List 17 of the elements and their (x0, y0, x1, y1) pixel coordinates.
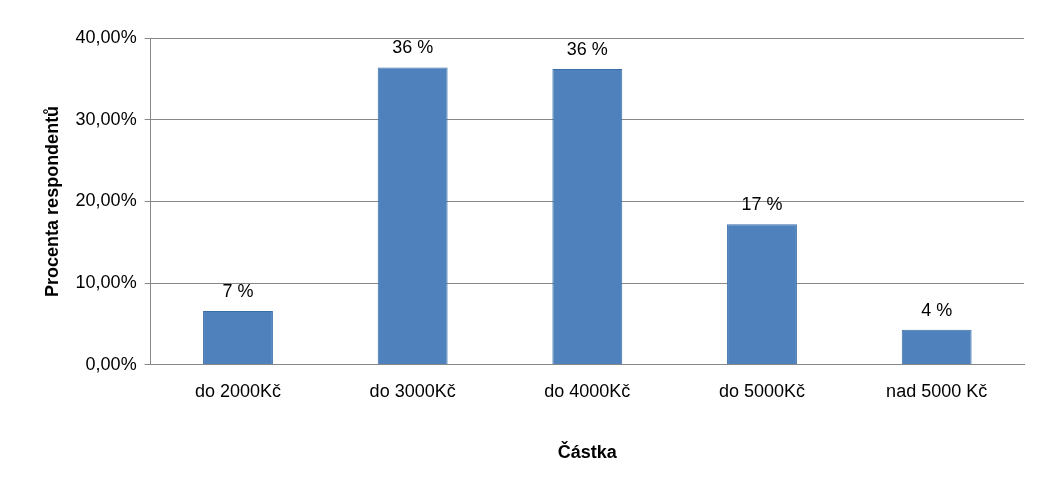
x-tick-label: do 2000Kč (194, 380, 282, 401)
x-tick-label: nad 5000 Kč (886, 380, 988, 401)
data-label: 36 % (566, 39, 608, 60)
data-label: 36 % (392, 37, 434, 58)
x-tick-label: do 3000Kč (369, 380, 456, 401)
y-tick-label: 0,00% (85, 353, 137, 374)
x-tick-label: do 4000Kč (544, 380, 631, 401)
x-tick-label: do 5000Kč (718, 380, 806, 401)
y-tick-label: 40,00% (75, 26, 137, 47)
y-tick-label: 30,00% (75, 108, 137, 129)
data-label: 7 % (222, 280, 254, 301)
data-label: 17 % (741, 194, 783, 215)
y-tick-label: 10,00% (75, 272, 137, 293)
data-label: 4 % (921, 299, 953, 320)
y-axis-title: Procenta respondentů (41, 105, 62, 297)
y-tick-label: 20,00% (75, 190, 137, 211)
x-axis-title: Částka (557, 441, 618, 463)
